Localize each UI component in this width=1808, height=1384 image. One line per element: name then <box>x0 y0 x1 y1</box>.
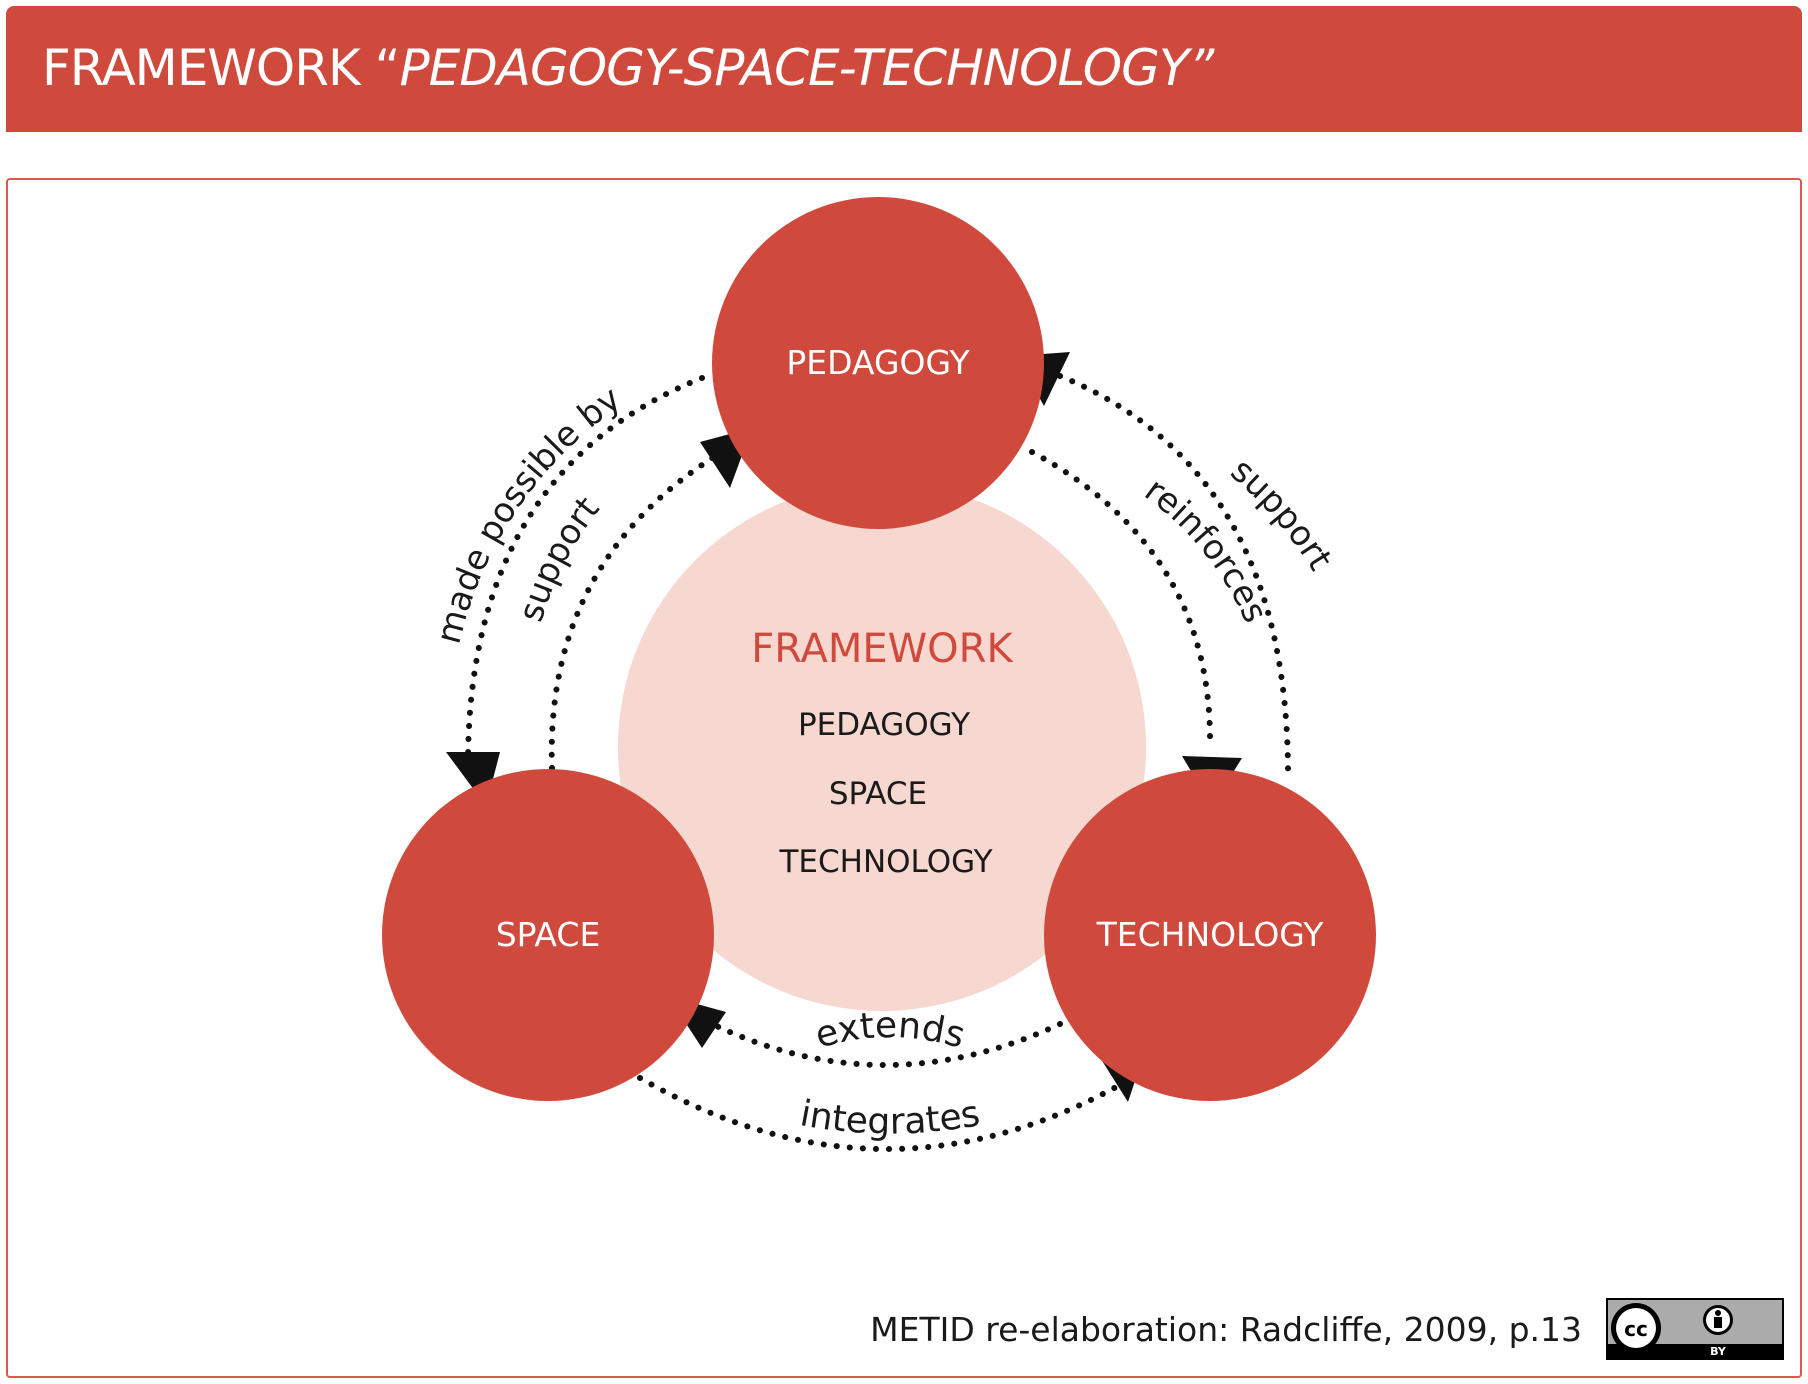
space-node-label: SPACE <box>496 915 601 954</box>
cc-by-license-badge: cc BY <box>1606 1298 1784 1360</box>
license-by-label: BY <box>1710 1345 1727 1358</box>
label-integrates: integrates <box>797 1093 983 1143</box>
connector-arcs <box>465 373 1292 1153</box>
page-title-italic: PEDAGOGY-SPACE-TECHNOLOGY” <box>399 39 1215 97</box>
framework-item-space: SPACE <box>829 776 927 812</box>
page-title: FRAMEWORK “PEDAGOGY-SPACE-TECHNOLOGY” <box>42 39 1215 97</box>
framework-heading: FRAMEWORK <box>751 626 1014 672</box>
arc-support-right <box>1057 373 1292 783</box>
cc-icon <box>1616 1308 1656 1348</box>
technology-node-label: TECHNOLOGY <box>1096 915 1325 954</box>
header-bar: FRAMEWORK “PEDAGOGY-SPACE-TECHNOLOGY” <box>6 6 1802 132</box>
source-credit: METID re-elaboration: Radcliffe, 2009, p… <box>870 1310 1582 1349</box>
arc-support-left <box>548 449 725 771</box>
page-title-plain: FRAMEWORK “ <box>42 39 401 97</box>
space-node <box>382 769 714 1101</box>
arc-made-possible-by <box>465 375 705 763</box>
diagram-frame <box>6 178 1802 1378</box>
pedagogy-node-label: PEDAGOGY <box>786 343 970 382</box>
arc-reinforces <box>1029 449 1213 743</box>
pedagogy-node <box>712 197 1044 529</box>
framework-item-pedagogy: PEDAGOGY <box>798 707 970 743</box>
framework-item-technology: TECHNOLOGY <box>778 844 992 880</box>
cc-icon-label: cc <box>1624 1317 1648 1341</box>
technology-node <box>1044 769 1376 1101</box>
label-extends: extends <box>811 1005 970 1057</box>
arc-integrates <box>637 1075 1121 1153</box>
framework-circle <box>618 483 1146 1011</box>
arc-extends <box>701 1017 1063 1068</box>
